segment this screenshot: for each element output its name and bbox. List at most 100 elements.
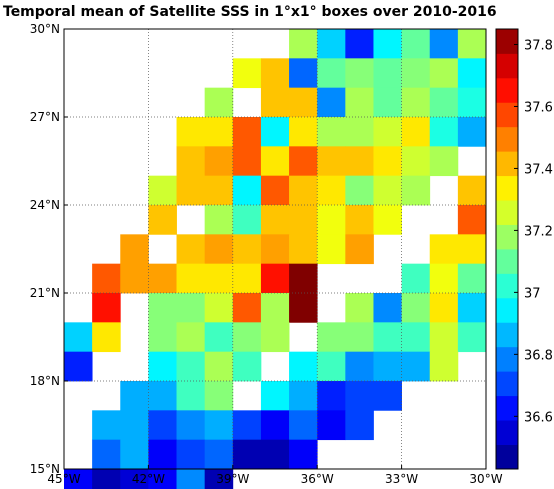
colorbar-step: [496, 77, 518, 103]
sss-cell: [401, 322, 431, 353]
sss-cell: [457, 205, 487, 235]
sss-cell: [429, 117, 459, 147]
sss-cell: [401, 29, 431, 59]
sss-cell: [64, 351, 93, 382]
sss-cell: [289, 117, 318, 147]
y-tick-label: 30°N: [30, 22, 60, 36]
sss-cell: [120, 234, 149, 265]
sss-cell: [457, 263, 487, 294]
sss-cell: [429, 263, 459, 294]
sss-cell: [204, 263, 234, 294]
sss-cell: [289, 29, 318, 59]
sss-cell: [317, 146, 346, 177]
sss-cell: [260, 234, 290, 265]
sss-cell: [345, 293, 374, 323]
sss-cell: [204, 117, 234, 147]
sss-cell: [373, 293, 402, 323]
x-tick-label: 30°W: [469, 472, 502, 486]
sss-cell: [429, 351, 459, 382]
sss-cell: [232, 410, 262, 441]
sss-cell: [176, 293, 206, 323]
sss-cell: [148, 439, 177, 470]
sss-cell: [260, 263, 290, 294]
sss-cell: [373, 381, 402, 411]
sss-cell: [176, 410, 206, 441]
sss-cell: [345, 381, 374, 411]
colorbar-step: [496, 371, 518, 397]
sss-cell: [204, 234, 234, 265]
sss-cell: [148, 410, 177, 441]
sss-cell: [232, 205, 262, 235]
sss-cell: [457, 322, 487, 353]
sss-cell: [92, 469, 121, 489]
sss-cell: [401, 146, 431, 177]
sss-cell: [260, 175, 290, 206]
sss-cell: [289, 410, 318, 441]
sss-cell: [148, 205, 177, 235]
sss-cell: [289, 58, 318, 89]
sss-cell: [345, 351, 374, 382]
sss-cell: [120, 439, 149, 470]
sss-cell: [148, 175, 177, 206]
colorbar-tick-label: 37: [524, 286, 541, 301]
colorbar-step: [496, 444, 518, 470]
sss-cell: [457, 175, 487, 206]
sss-cell: [148, 263, 177, 294]
sss-cell: [401, 351, 431, 382]
sss-cell: [289, 439, 318, 470]
sss-cell: [317, 117, 346, 147]
sss-cell: [457, 234, 487, 265]
colorbar-step: [496, 175, 518, 201]
colorbar-step: [496, 249, 518, 274]
colorbar-step: [496, 420, 518, 445]
sss-cell: [64, 469, 93, 489]
sss-cell: [176, 469, 206, 489]
chart-title: Temporal mean of Satellite SSS in 1°x1° …: [3, 4, 497, 20]
sss-cell: [232, 175, 262, 206]
sss-cell: [204, 351, 234, 382]
colorbar-tick-label: 37.4: [524, 162, 553, 177]
sss-cell: [120, 263, 149, 294]
sss-cell: [345, 234, 374, 265]
x-tick-label: 45°W: [47, 472, 80, 486]
sss-cell: [373, 175, 402, 206]
colorbar-step: [496, 151, 518, 177]
sss-cell: [260, 381, 290, 411]
x-axis-ticks: 45°W 42°W 39°W 36°W 33°W 30°W: [47, 465, 503, 486]
sss-cell: [401, 293, 431, 323]
x-tick-label: 42°W: [132, 472, 165, 486]
sss-cell: [64, 322, 93, 353]
y-axis-ticks: 15°N 18°N 21°N 24°N 27°N 30°N: [30, 22, 68, 476]
sss-cell: [457, 293, 487, 323]
sss-cell: [204, 146, 234, 177]
sss-cell: [204, 439, 234, 470]
sss-cell: [345, 322, 374, 353]
sss-cell: [373, 117, 402, 147]
sss-cell: [260, 117, 290, 147]
sss-cell: [260, 410, 290, 441]
sss-cell: [148, 322, 177, 353]
sss-cell: [401, 263, 431, 294]
colorbar: 36.6 36.8 37 37.2 37.4 37.6 37.8: [495, 28, 553, 470]
sss-cell: [176, 146, 206, 177]
y-tick-label: 21°N: [30, 286, 60, 300]
sss-cell: [260, 322, 290, 353]
sss-cell: [204, 175, 234, 206]
sss-cell: [260, 146, 290, 177]
x-tick-label: 33°W: [385, 472, 418, 486]
sss-cell: [345, 146, 374, 177]
sss-cell: [345, 410, 374, 441]
sss-cell: [317, 58, 346, 89]
map-frame: [63, 28, 487, 470]
sss-cell: [401, 117, 431, 147]
sss-cell: [232, 322, 262, 353]
colorbar-step: [496, 273, 518, 299]
sss-cell: [232, 293, 262, 323]
sss-cell: [317, 381, 346, 411]
sss-cell: [232, 439, 262, 470]
sss-cell: [148, 381, 177, 411]
sss-cell: [204, 87, 234, 118]
sss-cell: [289, 351, 318, 382]
sss-cell: [317, 29, 346, 59]
sss-cell: [176, 234, 206, 265]
